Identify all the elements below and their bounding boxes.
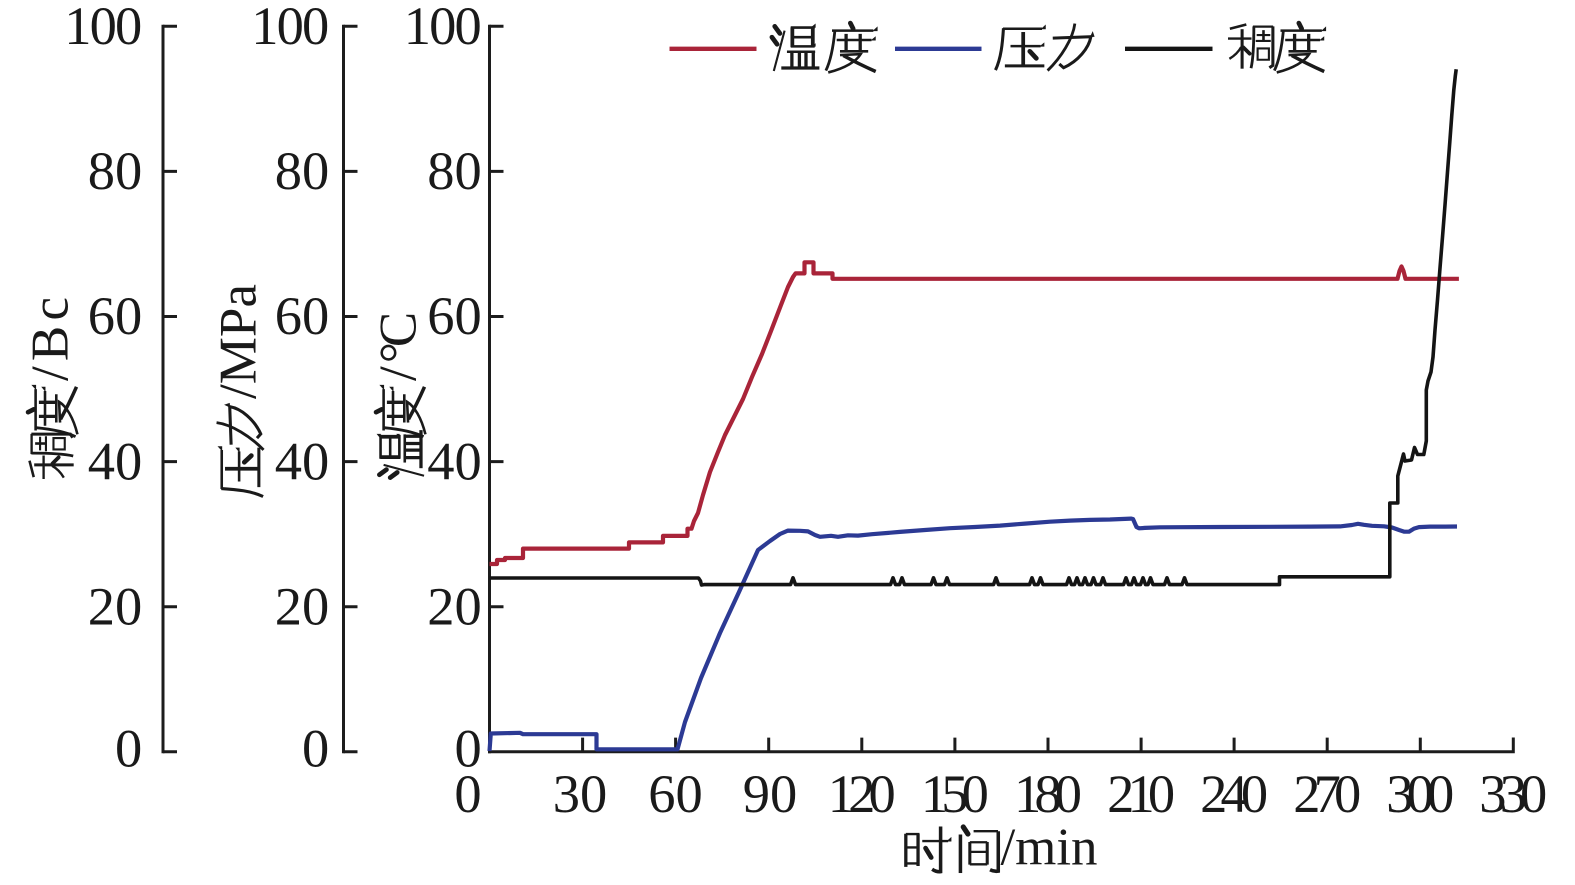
svg-text:/min: /min [1001,819,1098,877]
svg-text:300: 300 [1386,763,1454,824]
svg-text:/°C: /°C [370,312,428,381]
svg-text:30: 30 [553,763,608,824]
svg-text:150: 150 [921,763,989,824]
svg-text:20: 20 [275,575,330,636]
svg-text:330: 330 [1479,763,1547,824]
svg-text:80: 80 [275,140,330,201]
svg-text:270: 270 [1293,763,1361,824]
svg-text:20: 20 [88,575,143,636]
svg-text:60: 60 [88,285,143,346]
svg-text:90: 90 [743,763,798,824]
svg-text:100: 100 [404,0,482,56]
svg-text:180: 180 [1014,763,1082,824]
svg-text:0: 0 [115,718,142,779]
svg-text:40: 40 [427,430,482,491]
svg-text:80: 80 [88,140,143,201]
svg-text:120: 120 [828,763,896,824]
svg-text:60: 60 [648,763,703,824]
svg-text:80: 80 [427,140,482,201]
svg-text:60: 60 [275,285,330,346]
svg-text:60: 60 [427,285,482,346]
svg-text:100: 100 [251,0,329,56]
svg-text:/MPa: /MPa [210,284,268,399]
svg-text:/Bc: /Bc [22,297,80,381]
svg-text:0: 0 [302,718,329,779]
svg-text:40: 40 [275,430,330,491]
svg-text:40: 40 [88,430,143,491]
svg-text:0: 0 [454,763,481,824]
svg-text:100: 100 [64,0,142,56]
svg-text:240: 240 [1200,763,1268,824]
svg-text:210: 210 [1107,763,1175,824]
svg-text:20: 20 [427,575,482,636]
svg-text:0: 0 [454,718,481,779]
